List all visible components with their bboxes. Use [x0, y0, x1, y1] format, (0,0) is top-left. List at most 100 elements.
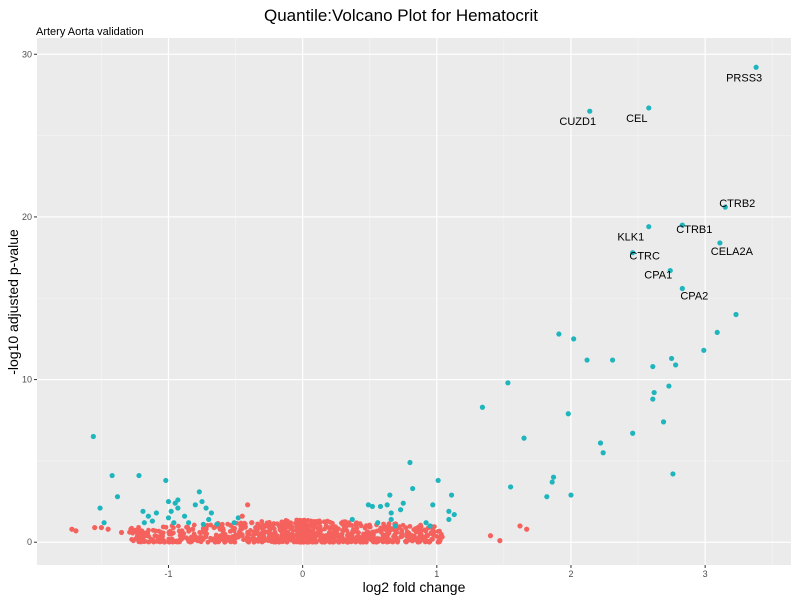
data-point	[136, 524, 141, 530]
data-point	[424, 533, 431, 539]
data-point	[279, 519, 285, 525]
data-point	[168, 508, 174, 514]
data-point	[136, 539, 142, 545]
gene-label: CPA2	[680, 290, 708, 302]
data-points	[69, 64, 759, 544]
data-point	[249, 520, 255, 526]
data-point	[160, 533, 165, 539]
data-point	[282, 528, 288, 534]
data-point	[177, 537, 183, 543]
data-point	[392, 523, 398, 529]
data-point	[369, 531, 376, 537]
x-tick-label: -1	[164, 569, 172, 579]
chart-subtitle: Artery Aorta validation	[36, 26, 144, 38]
y-tick-label: 0	[27, 537, 32, 547]
data-point	[437, 534, 443, 540]
data-point	[565, 411, 571, 417]
data-point	[269, 538, 275, 544]
data-point	[404, 531, 410, 537]
data-point	[227, 529, 233, 534]
data-point	[365, 502, 371, 508]
data-point	[304, 526, 310, 532]
data-point	[393, 529, 400, 536]
data-point	[190, 526, 196, 532]
data-point	[259, 519, 265, 524]
data-point	[355, 529, 361, 536]
data-point	[399, 534, 405, 539]
data-point	[323, 523, 329, 529]
gene-label: CELA2A	[711, 246, 754, 258]
data-point	[92, 524, 98, 531]
data-point	[381, 521, 386, 527]
data-point	[397, 524, 402, 530]
data-point	[544, 494, 550, 500]
data-point	[388, 516, 394, 523]
data-point	[314, 531, 321, 537]
data-point	[377, 526, 384, 532]
data-point	[296, 526, 302, 532]
data-point	[430, 502, 436, 508]
data-point	[446, 516, 452, 523]
data-point	[171, 525, 176, 531]
data-point	[714, 329, 720, 336]
data-point	[487, 533, 494, 539]
point-labels: PRSS3 CEL CUZD1 CTRB2 CTRB1 KLK1 CELA2A CTRC CPA…	[559, 72, 762, 302]
x-tick-label: 0	[300, 569, 305, 579]
data-point	[215, 537, 221, 543]
data-point	[163, 477, 169, 484]
data-point	[651, 389, 657, 396]
data-point	[357, 521, 363, 527]
data-point	[568, 492, 574, 498]
data-point	[276, 523, 282, 529]
data-point	[326, 529, 333, 536]
data-point	[646, 105, 652, 111]
data-point	[414, 528, 420, 534]
data-point	[358, 537, 364, 543]
data-point	[196, 489, 202, 495]
data-point	[220, 525, 226, 531]
data-point	[427, 523, 433, 529]
data-point	[225, 521, 231, 527]
data-point	[423, 520, 429, 526]
data-point	[188, 534, 194, 540]
data-point	[365, 529, 371, 535]
data-point	[208, 510, 215, 516]
data-point	[114, 494, 121, 500]
data-point	[239, 533, 245, 539]
data-point	[410, 485, 416, 492]
data-point	[118, 529, 125, 536]
data-point	[428, 530, 434, 536]
data-point	[238, 526, 244, 532]
data-point	[660, 419, 667, 425]
data-point	[753, 64, 759, 70]
data-point	[152, 533, 158, 539]
data-point	[524, 526, 530, 532]
data-point	[435, 477, 441, 484]
data-point	[219, 521, 225, 527]
data-point	[384, 539, 390, 545]
data-point	[188, 539, 193, 545]
data-point	[349, 516, 355, 523]
data-point	[435, 539, 441, 545]
data-point	[105, 526, 111, 532]
data-point	[507, 484, 514, 490]
data-point	[342, 519, 348, 524]
data-point	[239, 513, 245, 519]
data-point	[197, 538, 203, 544]
data-point	[296, 519, 302, 525]
data-point	[332, 531, 338, 537]
data-point	[349, 522, 355, 528]
data-point	[418, 524, 424, 530]
data-point	[326, 534, 331, 540]
data-point	[422, 527, 428, 533]
data-point	[600, 450, 606, 456]
data-point	[362, 525, 368, 531]
data-point	[505, 380, 511, 386]
y-tick-label: 10	[22, 375, 32, 385]
data-point	[278, 528, 284, 534]
data-point	[175, 505, 181, 511]
data-point	[437, 528, 442, 534]
data-point	[550, 474, 557, 480]
data-point	[384, 502, 390, 508]
